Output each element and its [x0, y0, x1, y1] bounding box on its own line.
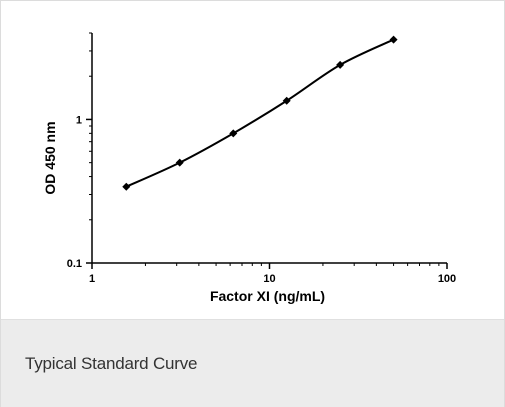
data-point-marker	[336, 60, 345, 69]
data-point-marker	[389, 35, 398, 44]
standard-curve-chart: 1 10 100 0.1 1 Factor XI (ng/mL) OD 450 nm	[42, 32, 456, 304]
x-axis-title: Factor XI (ng/mL)	[210, 288, 325, 304]
data-point-marker	[122, 182, 131, 191]
data-point-marker	[229, 129, 238, 138]
data-point-marker	[175, 158, 184, 167]
standard-curve-line	[125, 38, 394, 188]
data-point-marker	[282, 96, 291, 105]
ticks	[86, 32, 448, 269]
axes	[91, 33, 447, 264]
x-tick-label: 10	[263, 273, 275, 285]
x-tick-label: 1	[89, 273, 95, 285]
x-tick-label: 100	[438, 273, 456, 285]
tick-labels: 1 10 100 0.1 1	[67, 114, 456, 285]
data-points	[122, 35, 398, 191]
chart-area: 1 10 100 0.1 1 Factor XI (ng/mL) OD 450 nm	[1, 1, 504, 319]
y-axis-title: OD 450 nm	[42, 121, 58, 194]
y-tick-label: 1	[76, 114, 82, 126]
figure-caption: Typical Standard Curve	[25, 354, 198, 373]
y-tick-label: 0.1	[67, 258, 82, 270]
caption-bar: Typical Standard Curve	[1, 319, 504, 407]
